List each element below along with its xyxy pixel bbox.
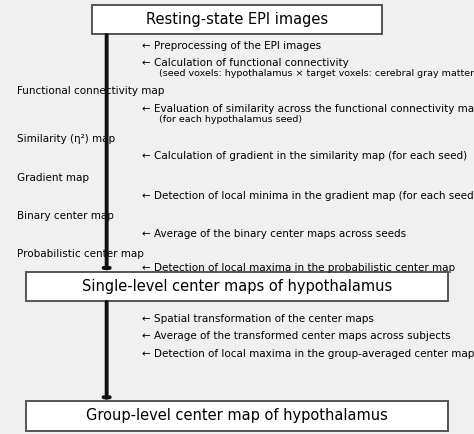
Text: ← Average of the transformed center maps across subjects: ← Average of the transformed center maps… — [142, 331, 451, 342]
Text: Gradient map: Gradient map — [17, 173, 89, 183]
FancyBboxPatch shape — [26, 272, 448, 301]
Text: ← Average of the binary center maps across seeds: ← Average of the binary center maps acro… — [142, 229, 406, 240]
Text: ← Evaluation of similarity across the functional connectivity maps: ← Evaluation of similarity across the fu… — [142, 104, 474, 115]
Text: ← Detection of local maxima in the group-averaged center map: ← Detection of local maxima in the group… — [142, 349, 474, 359]
Text: Group-level center map of hypothalamus: Group-level center map of hypothalamus — [86, 408, 388, 423]
Text: ← Detection of local maxima in the probabilistic center map: ← Detection of local maxima in the proba… — [142, 263, 456, 273]
FancyBboxPatch shape — [92, 5, 382, 34]
Text: ← Preprocessing of the EPI images: ← Preprocessing of the EPI images — [142, 41, 321, 52]
Text: ← Detection of local minima in the gradient map (for each seed): ← Detection of local minima in the gradi… — [142, 191, 474, 201]
FancyBboxPatch shape — [26, 401, 448, 431]
Text: Functional connectivity map: Functional connectivity map — [17, 86, 164, 96]
Text: Similarity (η²) map: Similarity (η²) map — [17, 134, 115, 144]
Text: Single-level center maps of hypothalamus: Single-level center maps of hypothalamus — [82, 279, 392, 294]
Text: Probabilistic center map: Probabilistic center map — [17, 249, 144, 259]
Text: ← Calculation of functional connectivity: ← Calculation of functional connectivity — [142, 58, 349, 68]
Text: ← Spatial transformation of the center maps: ← Spatial transformation of the center m… — [142, 314, 374, 324]
Text: Resting-state EPI images: Resting-state EPI images — [146, 12, 328, 27]
Text: ← Calculation of gradient in the similarity map (for each seed): ← Calculation of gradient in the similar… — [142, 151, 467, 161]
Text: (seed voxels: hypothalamus × target voxels: cerebral gray matter): (seed voxels: hypothalamus × target voxe… — [159, 69, 474, 78]
Text: Binary center map: Binary center map — [17, 211, 113, 221]
Text: (for each hypothalamus seed): (for each hypothalamus seed) — [159, 115, 302, 124]
